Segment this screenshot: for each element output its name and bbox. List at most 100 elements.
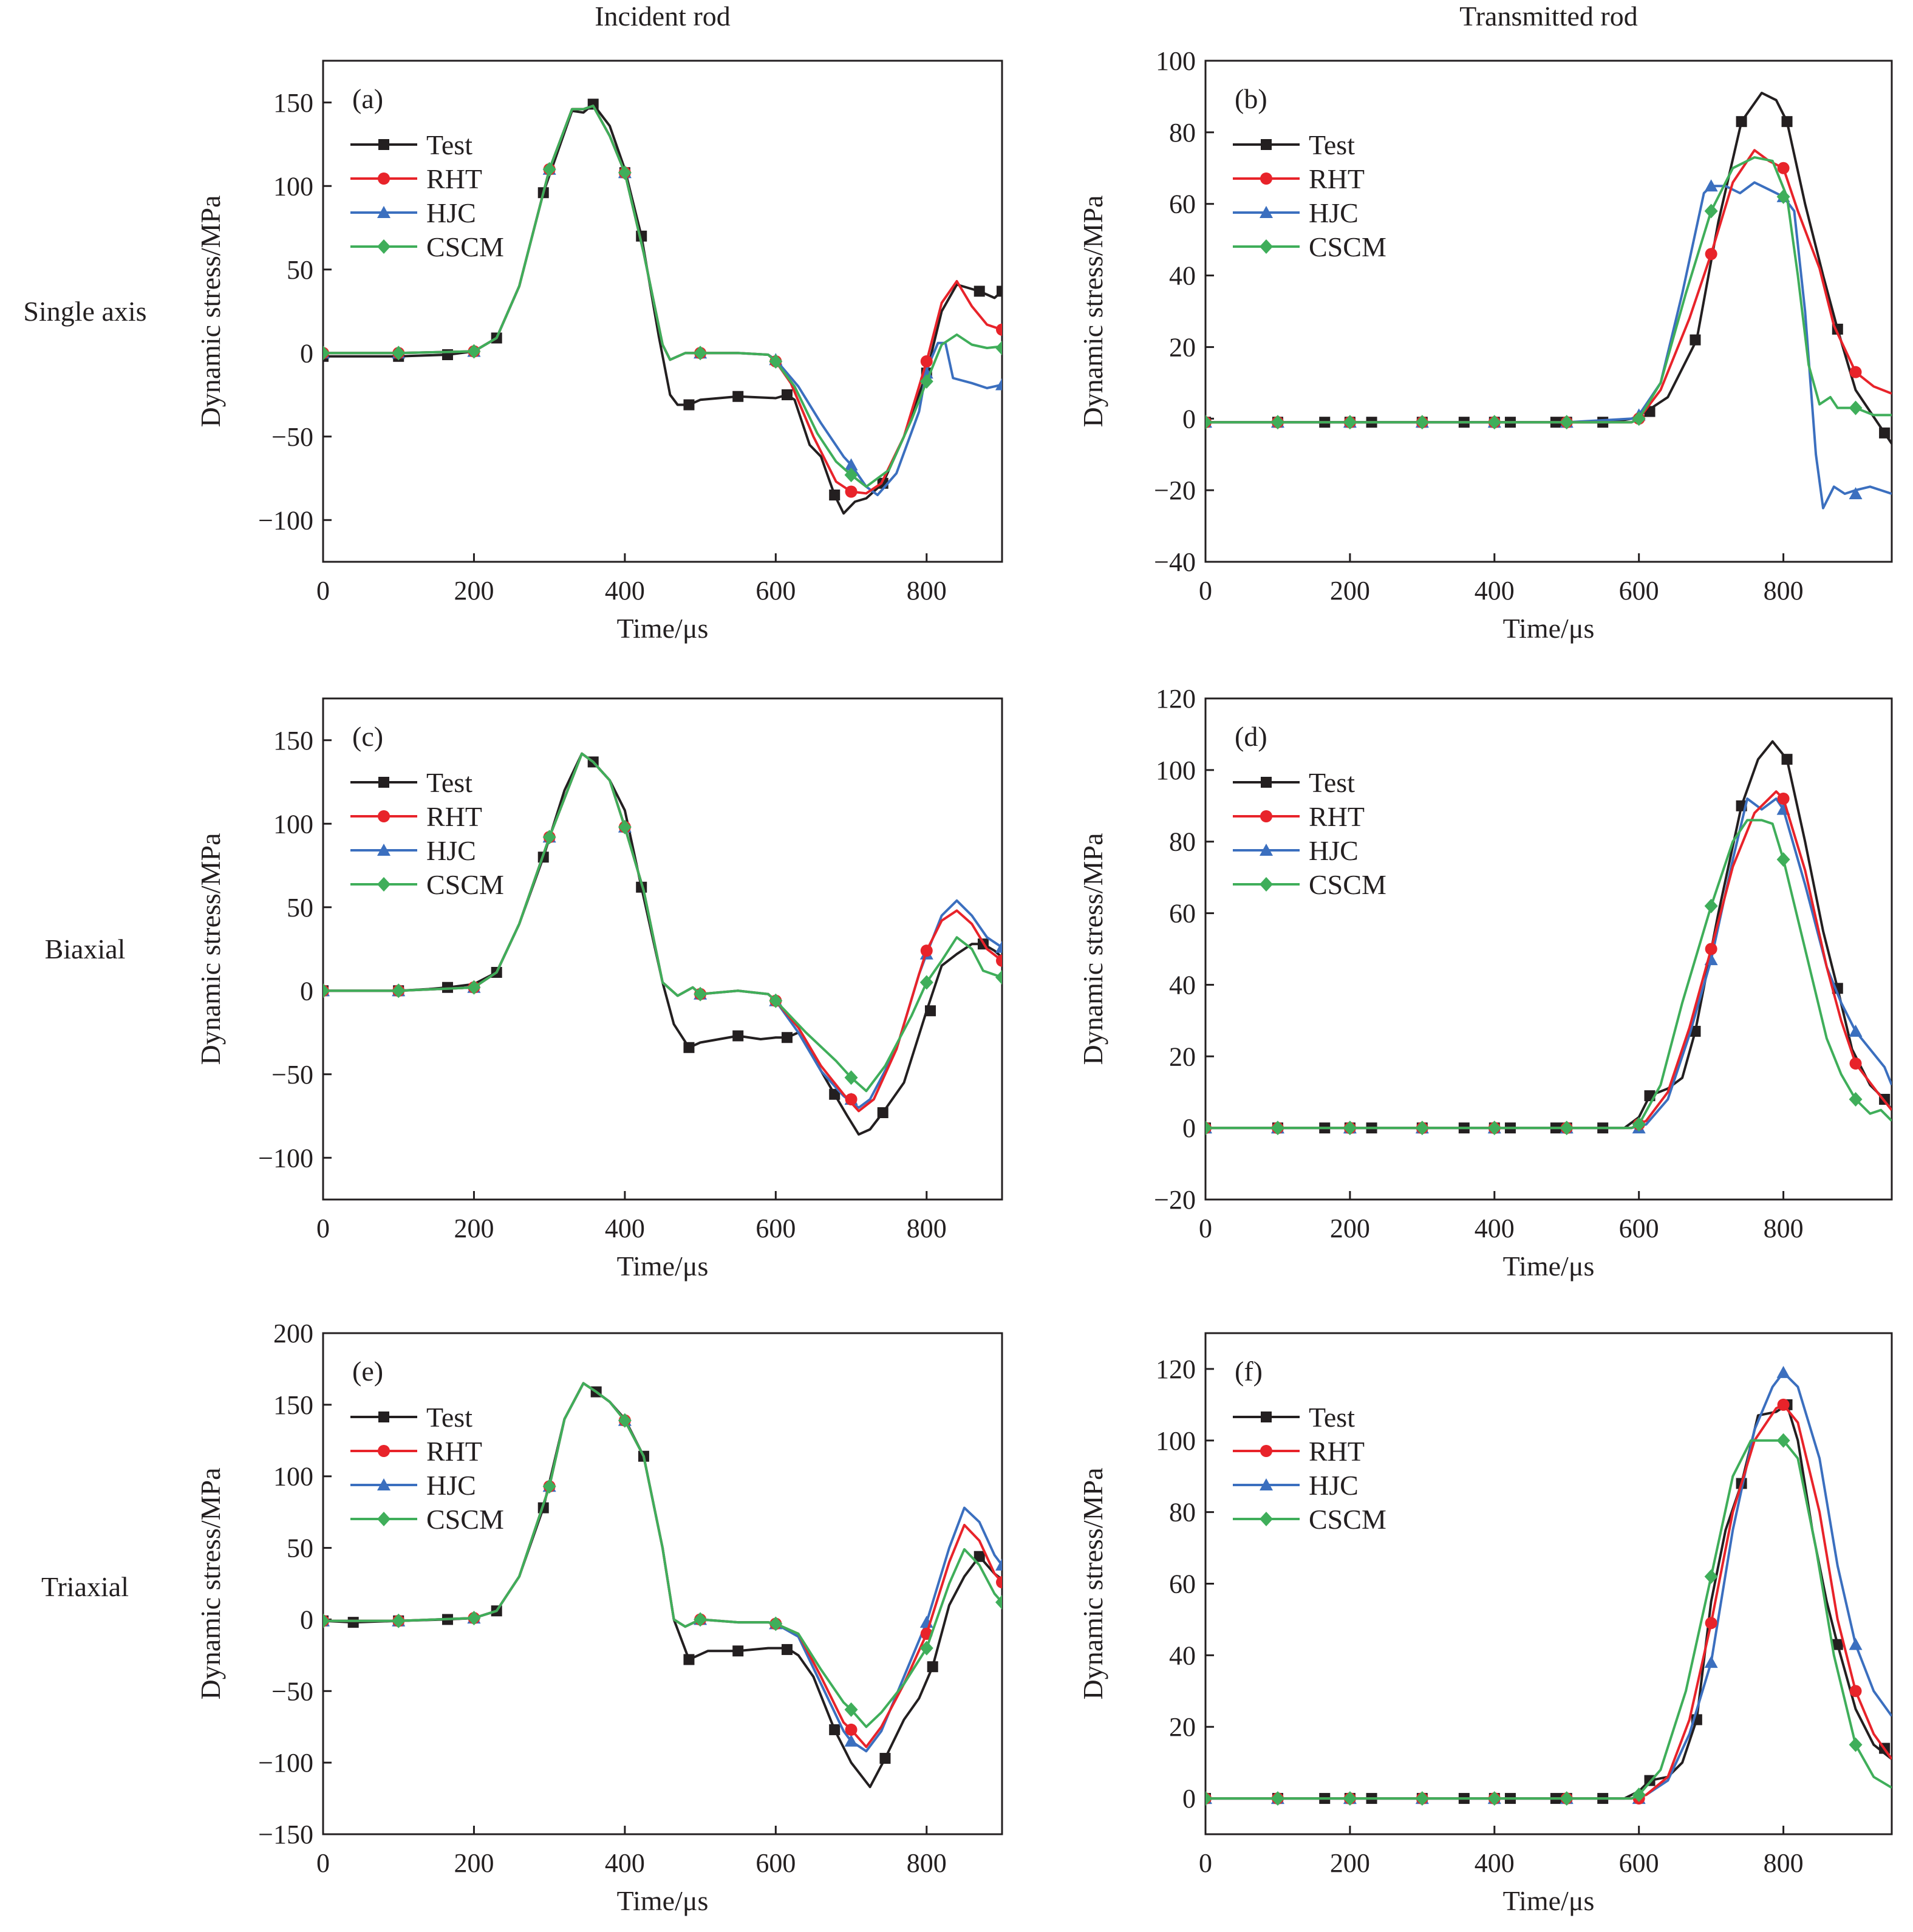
legend-label-cscm: CSCM [426,231,504,262]
data-point-rht [845,1093,858,1105]
data-point-cscm [467,980,481,995]
panel-b: 0 200 400 600 800 −40 −20 0 20 40 60 80 100 Time/μs Dy… [1077,46,1893,644]
legend-marker-rht [1260,172,1272,185]
data-point-cscm [618,1413,632,1428]
x-tick-label: 200 [454,1848,494,1878]
x-tick-label: 200 [1330,1848,1370,1878]
series-line-hjc [323,752,1002,1109]
y-tick-label: −100 [258,1748,313,1778]
y-tick-label: 100 [273,1462,313,1492]
data-point-cscm [542,1479,556,1494]
data-point-cscm [1205,1121,1212,1136]
data-point-cscm [1704,203,1718,219]
data-point-cscm [1487,415,1501,430]
y-tick-label: 50 [287,1534,313,1563]
data-point-cscm [1560,415,1574,430]
x-tick-label: 0 [316,1848,330,1878]
data-point-cscm [618,819,632,835]
data-point-cscm [694,986,708,1002]
legend-marker-rht [378,1445,390,1457]
data-point-test [974,1551,985,1562]
series-group [1205,740,1892,1136]
y-tick-label: 40 [1169,261,1196,291]
data-point-cscm [1270,415,1284,430]
data-point-cscm [844,1702,858,1717]
x-tick-label: 600 [755,576,796,606]
data-point-rht [1777,1398,1790,1411]
data-point-cscm [392,983,406,998]
data-point-hjc [995,378,1002,391]
row-label-single-axis: Single axis [23,296,146,327]
y-tick-label: 100 [1156,756,1196,785]
legend-label-test: Test [426,129,472,160]
panel-a: 0 200 400 600 800 −100 −50 0 50 100 150 Time/μs Dyna… [195,60,1003,644]
legend-marker-rht [1260,1445,1272,1457]
legend-marker-rht [378,172,390,185]
y-tick-label: −50 [271,1676,313,1706]
data-point-rht [845,1723,858,1736]
x-tick-label: 400 [1475,1848,1515,1878]
series-line-test [323,1382,1002,1789]
data-point-test [683,1042,695,1053]
data-point-cscm [1849,1092,1863,1107]
y-tick-label: 20 [1169,1042,1196,1071]
legend-marker-test [1261,1411,1272,1422]
y-tick-label: 100 [273,171,313,201]
y-tick-label: −100 [258,1143,313,1173]
data-point-rht [996,954,1002,967]
data-point-test [781,1644,793,1655]
data-point-rht [845,485,858,498]
legend-marker-hjc [377,1478,390,1490]
data-point-test [732,1030,744,1042]
legend-label-hjc: HJC [426,1470,476,1501]
panel-label: (d) [1235,721,1267,752]
plot-frame [1204,697,1893,1201]
data-point-rht [1777,162,1790,174]
legend-label-cscm: CSCM [426,869,504,900]
y-tick-label: −20 [1154,1185,1196,1215]
x-tick-label: 600 [755,1213,796,1243]
data-point-rht [996,1576,1002,1589]
data-point-test [683,399,695,411]
data-point-cscm [769,1616,783,1631]
data-point-hjc [1704,179,1718,192]
data-point-test [683,1654,695,1665]
plot-frame [322,60,1003,563]
legend-marker-hjc [377,206,390,218]
panel-f: 0 200 400 600 800 0 20 40 60 80 100 120 Time/μs Dynam… [1077,1332,1893,1916]
legend-label-test: Test [426,767,472,798]
panel-e: 0 200 400 600 800 −150 −100 −50 0 50 100 150 200 Time… [195,1319,1003,1916]
data-point-cscm [542,162,556,177]
data-point-cscm [694,1612,708,1627]
y-axis-label: Dynamic stress/MPa [1077,195,1108,427]
legend-label-hjc: HJC [1309,197,1359,228]
legend-marker-cscm [377,1512,390,1526]
legend-label-rht: RHT [426,1436,482,1467]
legend-label-hjc: HJC [426,197,476,228]
data-point-cscm [323,983,330,998]
data-point-rht [1849,1685,1862,1698]
panel-label: (c) [352,721,383,752]
x-tick-label: 400 [1475,576,1515,606]
series-group [323,98,1002,515]
data-point-cscm [467,344,481,359]
data-point-test [1736,116,1747,128]
data-point-cscm [323,1613,330,1628]
x-tick-label: 400 [1475,1213,1515,1243]
data-point-cscm [1270,1121,1284,1136]
data-point-test [1781,754,1793,765]
y-tick-label: 20 [1169,1712,1196,1742]
x-tick-label: 800 [1764,1848,1804,1878]
legend-marker-hjc [1260,844,1273,856]
data-point-hjc [844,458,858,471]
data-point-test [1690,334,1701,346]
series-line-cscm [323,104,1002,488]
y-tick-label: 150 [273,88,313,118]
y-tick-label: −50 [271,1060,313,1090]
x-tick-label: 0 [1199,1213,1212,1243]
data-point-cscm [1343,415,1357,430]
x-tick-label: 400 [605,576,645,606]
